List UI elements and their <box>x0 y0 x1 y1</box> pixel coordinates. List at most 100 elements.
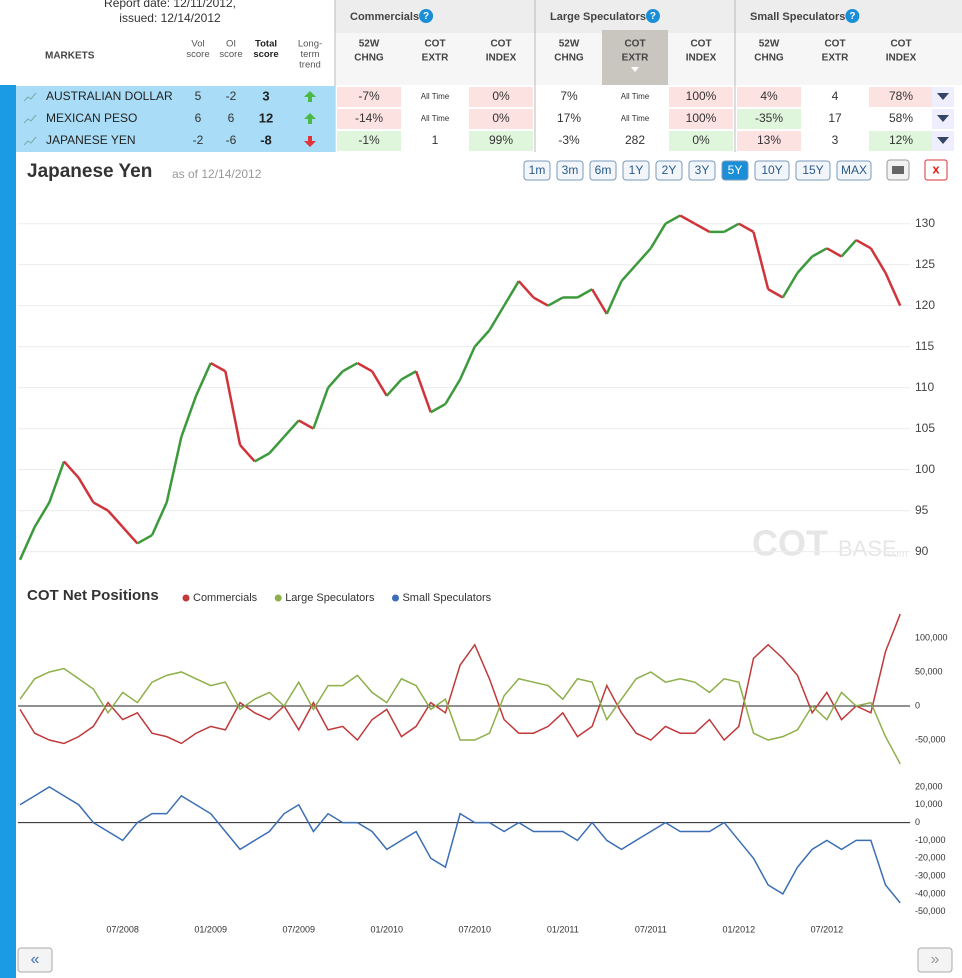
column-header[interactable]: EXTR <box>822 53 849 64</box>
column-header: score <box>253 49 278 60</box>
as-of: as of 12/14/2012 <box>172 167 262 181</box>
column-header[interactable]: COT <box>424 39 445 50</box>
range-button[interactable] <box>523 160 551 181</box>
range-label[interactable]: 2Y <box>662 163 677 177</box>
issued-date: issued: 12/14/2012 <box>119 11 221 25</box>
help-mark[interactable]: ? <box>650 11 656 22</box>
watermark: COT <box>752 523 828 564</box>
market-row-bg[interactable] <box>16 108 335 130</box>
range-label[interactable]: 1Y <box>629 163 644 177</box>
score: 6 <box>195 111 202 125</box>
score: -8 <box>260 132 272 147</box>
cell-bg <box>803 131 867 151</box>
market-row-bg[interactable] <box>16 130 335 152</box>
column-header[interactable]: INDEX <box>686 53 717 64</box>
legend-swatch[interactable] <box>182 594 190 602</box>
range-button[interactable] <box>754 160 790 181</box>
next-button[interactable] <box>917 947 953 973</box>
legend-label[interactable]: Large Speculators <box>285 592 375 604</box>
price-segment <box>254 452 270 463</box>
y-tick-label: -30,000 <box>915 870 946 880</box>
legend-label[interactable]: Small Speculators <box>402 592 491 604</box>
column-header[interactable]: COT <box>824 39 845 50</box>
market-row-bg[interactable] <box>16 86 335 108</box>
price-segment <box>77 477 95 504</box>
cell-bg <box>403 131 467 151</box>
y-tick-label: 50,000 <box>915 666 943 676</box>
price-segment <box>576 288 593 299</box>
range-label[interactable]: 3Y <box>695 163 710 177</box>
column-header[interactable]: 52W <box>759 39 780 50</box>
range-label[interactable]: 1m <box>529 163 546 177</box>
column-header[interactable]: EXTR <box>622 53 649 64</box>
cell: -14% <box>355 111 383 125</box>
range-button[interactable] <box>721 160 749 181</box>
column-header[interactable]: 52W <box>359 39 380 50</box>
range-button[interactable] <box>795 160 831 181</box>
cot-title: COT Net Positions <box>27 587 159 604</box>
column-header[interactable]: CHNG <box>754 53 784 64</box>
price-segment <box>92 501 109 512</box>
score: 12 <box>259 110 273 125</box>
column-header[interactable]: COT <box>690 39 711 50</box>
range-label[interactable]: 3m <box>562 163 579 177</box>
close-label[interactable]: x <box>932 161 940 176</box>
range-label[interactable]: 15Y <box>802 163 823 177</box>
range-label[interactable]: MAX <box>841 163 867 177</box>
market-name[interactable]: JAPANESE YEN <box>46 133 136 147</box>
help-mark[interactable]: ? <box>849 11 855 22</box>
x-tick-label: 07/2008 <box>106 924 139 934</box>
row-menu-arrow[interactable] <box>937 137 949 144</box>
cell: 99% <box>489 133 513 147</box>
range-button[interactable] <box>655 160 683 181</box>
series-line <box>19 786 901 904</box>
column-header[interactable]: INDEX <box>886 53 917 64</box>
legend-label[interactable]: Commercials <box>193 592 258 604</box>
range-label[interactable]: 10Y <box>761 163 782 177</box>
cell-bg <box>469 131 533 151</box>
legend-swatch[interactable] <box>391 594 399 602</box>
cell-bg <box>337 87 401 107</box>
range-label[interactable]: 5Y <box>728 163 743 177</box>
market-name[interactable]: AUSTRALIAN DOLLAR <box>46 89 173 103</box>
column-header[interactable]: COT <box>624 39 645 50</box>
row-menu-arrow[interactable] <box>937 115 949 122</box>
price-segment <box>342 361 359 373</box>
close-button[interactable] <box>924 159 948 181</box>
cell-bg <box>537 87 601 107</box>
range-button[interactable] <box>836 160 872 181</box>
y-tick-label: -50,000 <box>915 734 946 744</box>
next-label[interactable]: » <box>931 951 940 968</box>
range-button[interactable] <box>556 160 584 181</box>
y-tick-label: 0 <box>915 817 920 827</box>
prev-label[interactable]: « <box>31 951 40 968</box>
column-header[interactable]: COT <box>490 39 511 50</box>
sorted-column-bg[interactable] <box>602 30 668 85</box>
column-header[interactable]: CHNG <box>554 53 584 64</box>
price-segment <box>165 436 183 503</box>
range-button[interactable] <box>589 160 617 181</box>
cell-bg <box>669 87 733 107</box>
price-segment <box>180 395 198 438</box>
column-header[interactable]: 52W <box>559 39 580 50</box>
column-header[interactable]: EXTR <box>422 53 449 64</box>
column-header[interactable]: COT <box>890 39 911 50</box>
print-icon[interactable] <box>892 166 904 174</box>
range-button[interactable] <box>622 160 650 181</box>
column-header[interactable]: CHNG <box>354 53 384 64</box>
range-button[interactable] <box>688 160 716 181</box>
prev-button[interactable] <box>17 947 53 973</box>
column-header[interactable]: INDEX <box>486 53 517 64</box>
x-tick-label: 01/2009 <box>194 924 227 934</box>
market-name[interactable]: MEXICAN PESO <box>46 111 137 125</box>
range-label[interactable]: 6m <box>595 163 612 177</box>
price-segment <box>723 222 740 233</box>
help-mark[interactable]: ? <box>423 11 429 22</box>
row-menu-arrow[interactable] <box>937 93 949 100</box>
price-segment <box>33 501 51 528</box>
help-icon[interactable] <box>419 9 434 23</box>
legend-swatch[interactable] <box>274 594 282 602</box>
column-header: term <box>301 49 320 60</box>
help-icon[interactable] <box>645 9 660 23</box>
help-icon[interactable] <box>845 9 860 23</box>
